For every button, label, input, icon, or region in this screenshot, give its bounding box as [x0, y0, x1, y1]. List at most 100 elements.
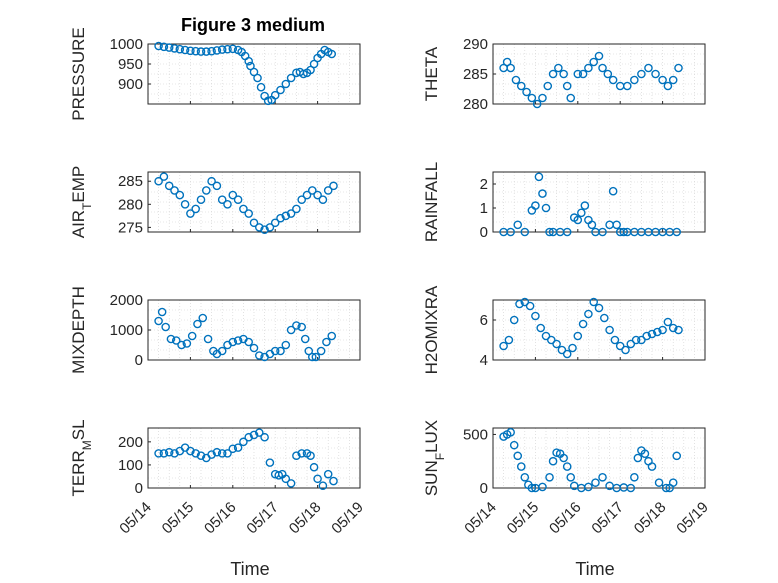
x-tick-label: 05/14: [116, 499, 155, 538]
data-point: [513, 220, 523, 230]
y-tick-label: 290: [463, 36, 488, 53]
data-point: [154, 316, 163, 326]
data-point: [228, 337, 238, 347]
data-point: [598, 472, 607, 482]
axes-frame-8: [492, 427, 706, 489]
x-tick-label: 05/17: [243, 499, 282, 538]
data-point: [244, 432, 253, 442]
data-point: [603, 69, 613, 79]
data-point: [541, 203, 551, 213]
data-point: [644, 63, 653, 73]
y-tick-label: 1000: [110, 36, 143, 53]
data-point: [318, 481, 328, 490]
data-point: [170, 44, 179, 53]
data-point: [557, 345, 567, 355]
data-point: [191, 46, 200, 56]
data-point: [554, 63, 563, 73]
data-point: [651, 69, 660, 79]
data-point: [212, 46, 222, 55]
data-point: [217, 195, 227, 204]
data-point: [608, 186, 618, 196]
axes-frame-3: [147, 171, 361, 233]
data-point: [647, 462, 657, 471]
y-tick-label: 285: [463, 66, 488, 83]
data-point: [626, 339, 636, 349]
data-point: [674, 63, 683, 73]
y-tick-label: 0: [135, 480, 143, 497]
data-point: [191, 204, 200, 214]
data-point: [615, 341, 625, 351]
data-point: [307, 186, 317, 195]
data-point: [286, 479, 296, 488]
data-point: [157, 307, 167, 317]
data-point: [186, 209, 195, 218]
y-tick-label: 280: [463, 96, 488, 113]
data-point: [313, 190, 322, 200]
data-point: [668, 75, 678, 85]
data-point: [249, 343, 259, 353]
x-tick-label: 05/15: [159, 499, 198, 538]
data-point: [612, 220, 621, 230]
data-point: [203, 334, 213, 344]
data-point: [610, 335, 620, 345]
y-axis-label-6: H2OMIXRA: [422, 285, 441, 374]
data-point: [233, 336, 243, 345]
data-point: [621, 345, 630, 355]
y-tick-label: 200: [118, 434, 143, 451]
data-point: [520, 297, 530, 307]
x-tick-label: 05/19: [328, 499, 367, 538]
data-point: [527, 483, 537, 493]
data-point: [668, 478, 678, 487]
data-point: [538, 93, 547, 103]
axes-frame-1: [147, 43, 361, 105]
data-point: [605, 325, 614, 335]
data-point: [254, 351, 264, 360]
x-tick-label: 05/18: [286, 499, 325, 538]
data-point: [658, 75, 667, 85]
data-point: [562, 349, 572, 359]
data-point: [244, 56, 253, 66]
data-point: [322, 337, 331, 347]
data-point: [281, 211, 291, 221]
data-point: [175, 190, 185, 200]
data-point: [228, 44, 238, 54]
data-point: [254, 223, 264, 232]
data-point: [212, 181, 222, 191]
data-point: [223, 449, 232, 458]
data-point: [642, 331, 652, 341]
data-point: [164, 43, 174, 52]
data-point: [668, 323, 678, 333]
data-point: [589, 297, 599, 307]
y-tick-label: 2: [480, 176, 488, 193]
data-point: [329, 476, 338, 486]
y-tick-label: 285: [118, 173, 143, 190]
data-point: [233, 443, 243, 452]
data-point: [327, 331, 337, 341]
y-axis-label-8: SUNFLUX: [422, 420, 447, 496]
data-point: [672, 451, 682, 461]
data-point: [159, 172, 169, 181]
data-point: [281, 340, 291, 350]
data-point: [531, 311, 540, 321]
data-point: [323, 469, 333, 479]
data-point: [559, 453, 568, 463]
x-tick-label: 05/14: [461, 499, 500, 538]
data-point: [630, 75, 639, 85]
data-point: [552, 448, 561, 457]
data-point: [311, 352, 321, 362]
data-point: [626, 483, 636, 493]
data-point: [286, 325, 296, 335]
data-point: [270, 218, 280, 228]
data-point: [568, 343, 577, 353]
data-point: [578, 69, 588, 79]
data-point: [647, 329, 657, 339]
data-point: [663, 81, 673, 91]
data-point: [254, 428, 264, 437]
data-point: [511, 75, 521, 85]
data-point: [198, 313, 208, 323]
data-point: [522, 87, 531, 97]
data-point: [170, 449, 179, 458]
data-point: [589, 57, 599, 67]
data-point: [286, 73, 296, 83]
